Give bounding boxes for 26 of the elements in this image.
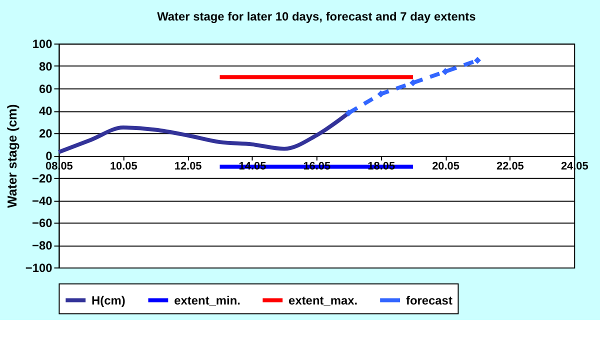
x-tick-label: 10.05 bbox=[110, 160, 138, 172]
point bbox=[345, 109, 352, 117]
y-tick-label: 80 bbox=[38, 59, 53, 74]
legend-label: H(cm) bbox=[92, 293, 126, 308]
x-tick-label: 20.05 bbox=[432, 160, 460, 172]
y-tick-label: 20 bbox=[38, 126, 53, 141]
y-tick-label: 40 bbox=[38, 104, 53, 118]
y-tick-label: −20 bbox=[32, 171, 53, 186]
legend-label: extent_max. bbox=[288, 293, 358, 308]
point bbox=[377, 90, 384, 98]
point bbox=[442, 68, 449, 76]
legend-label: extent_min. bbox=[174, 293, 240, 308]
chart-title: Water stage for later 10 days, forecast and 7 day extents bbox=[157, 10, 476, 24]
line-series bbox=[56, 110, 351, 154]
x-tick-label: 22.05 bbox=[496, 160, 524, 172]
y-tick-label: −100 bbox=[25, 260, 53, 275]
point bbox=[474, 56, 482, 64]
legend-label: forecast bbox=[406, 293, 452, 308]
y-tick-label: −60 bbox=[32, 216, 53, 230]
y-axis-title: Water stage (cm) bbox=[4, 104, 20, 208]
y-tick-label: −80 bbox=[32, 238, 53, 253]
y-tick-label: 0 bbox=[46, 149, 53, 163]
y-tick-label: 60 bbox=[38, 82, 53, 96]
y-tick-label: 100 bbox=[32, 37, 53, 52]
x-tick-label: 12.05 bbox=[174, 160, 202, 172]
y-tick-label: −40 bbox=[32, 194, 53, 208]
